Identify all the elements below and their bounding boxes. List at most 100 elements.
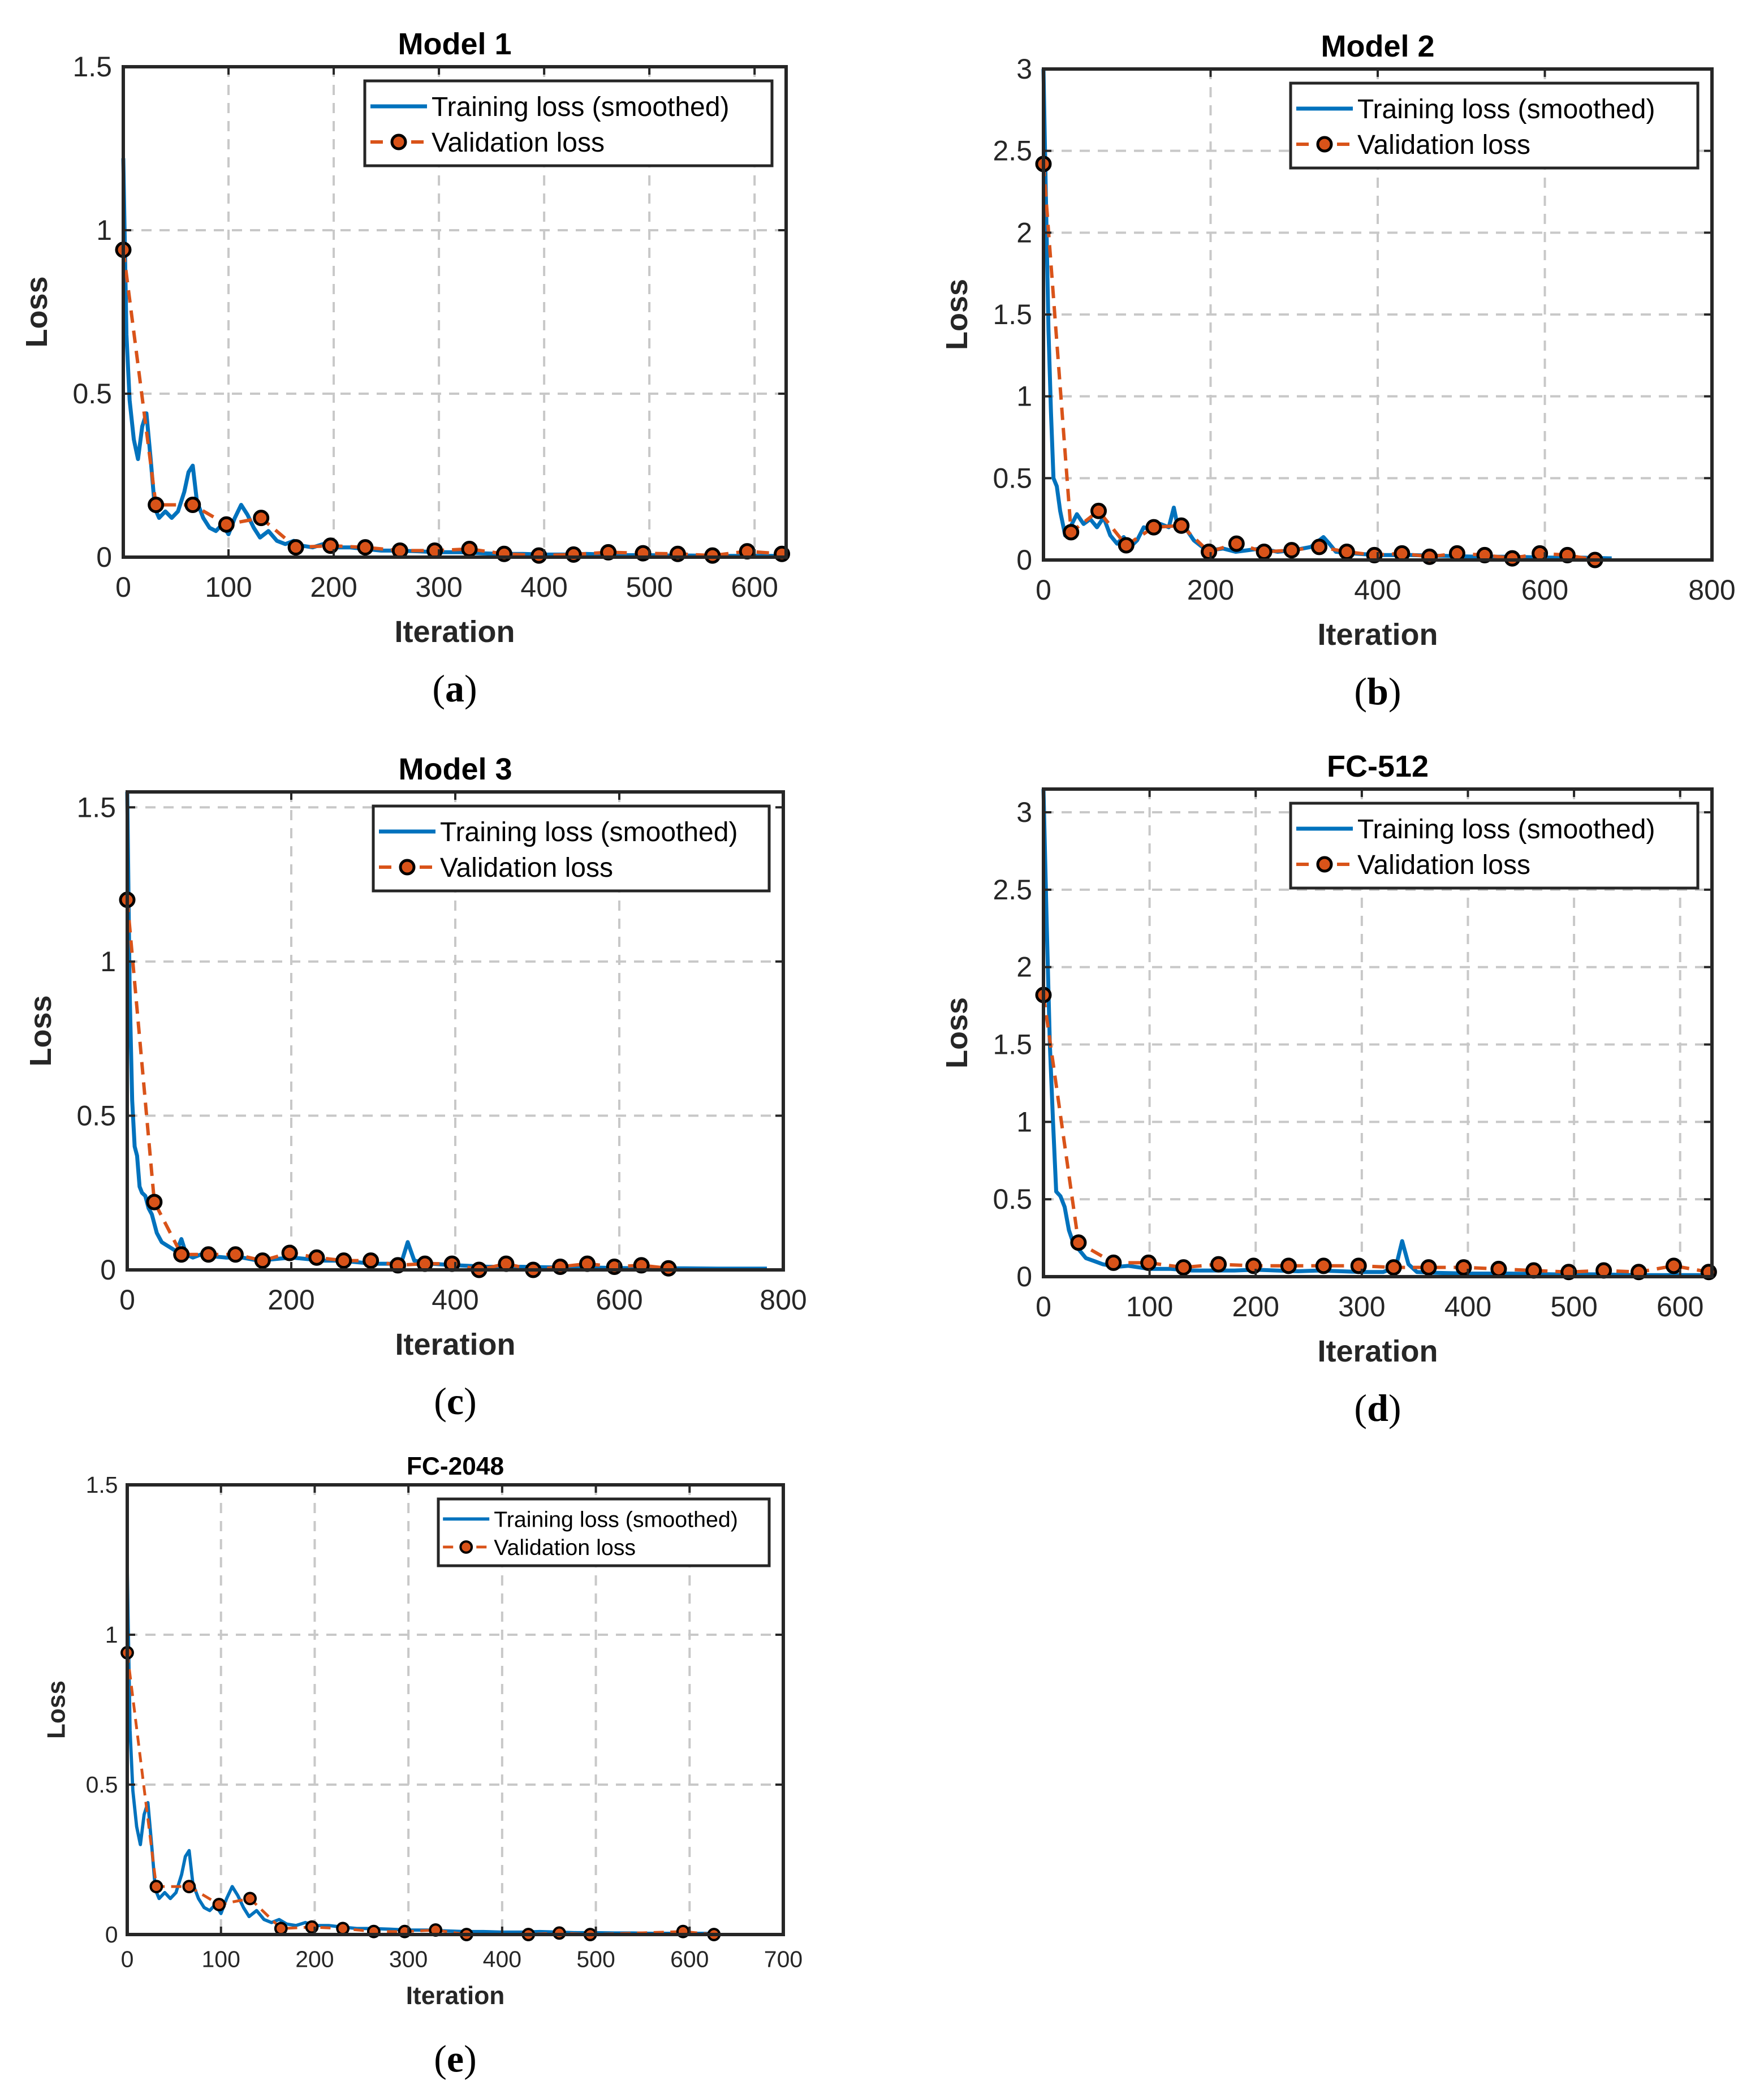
x-tick-label: 300 (415, 571, 462, 603)
validation-point (1105, 1254, 1122, 1271)
x-tick-label: 100 (202, 1946, 240, 1972)
y-axis-label: Loss (940, 279, 974, 350)
validation-point (227, 1246, 244, 1263)
y-tick-label: 1.5 (993, 299, 1032, 330)
x-tick-label: 200 (268, 1284, 314, 1316)
legend-training-label: Training loss (smoothed) (1357, 815, 1655, 845)
validation-point (1256, 544, 1273, 561)
validation-point (1063, 524, 1080, 541)
x-tick-label: 400 (432, 1284, 478, 1316)
y-axis-label: Loss (24, 995, 58, 1066)
y-tick-label: 0 (105, 1922, 118, 1948)
legend: Training loss (smoothed) Validation loss (1289, 802, 1700, 890)
y-tick-label: 2 (1016, 951, 1032, 983)
axes-box (122, 65, 788, 559)
panel-caption: (a) (432, 667, 477, 710)
x-axis-label: Iteration (394, 615, 515, 649)
validation-point (1173, 517, 1190, 534)
chart-title: Model 2 (1321, 29, 1434, 63)
validation-point (308, 1249, 325, 1266)
axes-box (1042, 787, 1714, 1278)
x-tick-label: 0 (121, 1946, 134, 1972)
validation-loss-line (122, 249, 782, 558)
validation-point (1315, 1257, 1332, 1274)
x-tick-label: 400 (1354, 574, 1401, 606)
validation-point (322, 537, 339, 554)
x-tick-label: 200 (295, 1946, 334, 1972)
x-tick-label: 600 (670, 1946, 709, 1972)
x-tick-label: 800 (760, 1284, 806, 1316)
x-tick-label: 600 (1521, 574, 1568, 606)
validation-point (461, 541, 478, 558)
legend-validation-label: Validation loss (1357, 850, 1530, 880)
y-axis-label: Loss (20, 276, 54, 347)
validation-point (1070, 1234, 1087, 1251)
validation-point (287, 539, 304, 556)
validation-point (1118, 537, 1135, 554)
y-tick-label: 1 (1016, 1106, 1032, 1138)
y-axis-label: Loss (940, 997, 974, 1069)
legend-validation-label: Validation loss (432, 128, 605, 158)
validation-point (281, 1244, 298, 1261)
legend: Training loss (smoothed) Validation loss (437, 1497, 771, 1567)
validation-point (1665, 1257, 1682, 1274)
validation-point (357, 539, 374, 556)
chart-panel-1: 0 100 200 300 400 500 600 0 0.5 1 1.5 Model 1 Iterat… (20, 27, 791, 710)
panel-caption: (c) (434, 1380, 477, 1423)
validation-point (1311, 538, 1328, 555)
y-tick-label: 2.5 (993, 135, 1032, 167)
validation-point (1394, 545, 1411, 562)
chart-title: FC-2048 (407, 1453, 504, 1480)
validation-point (182, 1880, 196, 1894)
x-tick-label: 400 (520, 571, 567, 603)
x-tick-label: 400 (483, 1946, 521, 1972)
y-tick-label: 0.5 (72, 378, 112, 410)
validation-point (253, 510, 270, 527)
x-tick-label: 600 (731, 571, 778, 603)
y-tick-label: 0 (100, 1254, 116, 1286)
y-tick-label: 2 (1016, 217, 1032, 248)
chart-title: FC-512 (1327, 749, 1429, 783)
legend-box (372, 804, 771, 893)
x-tick-label: 500 (626, 571, 672, 603)
validation-point (254, 1252, 271, 1269)
validation-point (1145, 519, 1162, 536)
chart-panel-2: 0 200 400 600 800 0 0.5 1 1.5 2 2.5 3 Model 2 Iterati… (940, 29, 1736, 713)
x-tick-label: 200 (1232, 1291, 1279, 1322)
legend-validation-marker (1316, 856, 1333, 873)
validation-point (1280, 1257, 1297, 1274)
legend-validation-marker (399, 859, 416, 876)
validation-point (274, 1922, 288, 1936)
validation-point (184, 497, 201, 514)
validation-point (148, 497, 165, 514)
legend: Training loss (smoothed) Validation loss (1289, 81, 1700, 170)
validation-point (1201, 544, 1218, 561)
y-tick-label: 1 (1016, 381, 1032, 412)
validation-point (1140, 1254, 1157, 1271)
x-tick-label: 100 (205, 571, 252, 603)
x-tick-label: 0 (115, 571, 131, 603)
y-tick-label: 1 (96, 214, 112, 246)
legend-validation-label: Validation loss (494, 1535, 636, 1560)
x-tick-label: 500 (1550, 1291, 1597, 1322)
y-tick-label: 2.5 (993, 874, 1032, 906)
legend-training-label: Training loss (smoothed) (440, 817, 737, 847)
y-tick-label: 1 (105, 1622, 118, 1648)
panel-caption: (d) (1354, 1386, 1401, 1429)
x-tick-label: 0 (1036, 574, 1051, 606)
y-tick-label: 0 (1016, 1261, 1032, 1293)
x-tick-label: 400 (1444, 1291, 1491, 1322)
legend-box (1289, 81, 1700, 170)
x-axis-label: Iteration (406, 1982, 505, 2010)
chart-panel-4: 0 100 200 300 400 500 600 0 0.5 1 1.5 2 2.5 3 FC-512 It… (940, 749, 1717, 1429)
validation-point (335, 1252, 352, 1269)
chart-title: Model 1 (398, 27, 511, 61)
validation-point (200, 1246, 217, 1263)
x-tick-label: 700 (764, 1946, 803, 1972)
validation-point (1283, 542, 1300, 559)
y-tick-label: 0.5 (86, 1772, 118, 1798)
validation-point (173, 1246, 190, 1263)
validation-point (1420, 1259, 1437, 1276)
legend-validation-marker (459, 1540, 473, 1554)
